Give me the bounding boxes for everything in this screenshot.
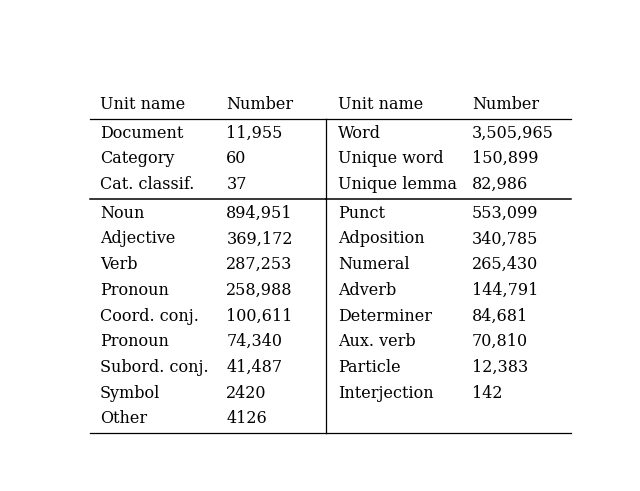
Text: 258,988: 258,988	[227, 282, 293, 299]
Text: Unit name: Unit name	[338, 96, 423, 113]
Text: 340,785: 340,785	[472, 230, 538, 247]
Text: Symbol: Symbol	[100, 384, 160, 402]
Text: 142: 142	[472, 384, 502, 402]
Text: 37: 37	[227, 176, 247, 193]
Text: Cat. classif.: Cat. classif.	[100, 176, 194, 193]
Text: Pronoun: Pronoun	[100, 333, 169, 350]
Text: Number: Number	[472, 96, 539, 113]
Text: Adverb: Adverb	[338, 282, 396, 299]
Text: 265,430: 265,430	[472, 256, 538, 273]
Text: Word: Word	[338, 125, 381, 141]
Text: Numeral: Numeral	[338, 256, 410, 273]
Text: 150,899: 150,899	[472, 150, 538, 167]
Text: 4126: 4126	[227, 410, 267, 427]
Text: Punct: Punct	[338, 205, 385, 221]
Text: Number: Number	[227, 96, 294, 113]
Text: Particle: Particle	[338, 359, 401, 376]
Text: Other: Other	[100, 410, 147, 427]
Text: Subord. conj.: Subord. conj.	[100, 359, 209, 376]
Text: Adjective: Adjective	[100, 230, 175, 247]
Text: Verb: Verb	[100, 256, 138, 273]
Text: 3,505,965: 3,505,965	[472, 125, 554, 141]
Text: Interjection: Interjection	[338, 384, 433, 402]
Text: 12,383: 12,383	[472, 359, 528, 376]
Text: 369,172: 369,172	[227, 230, 293, 247]
Text: Document: Document	[100, 125, 183, 141]
Text: Noun: Noun	[100, 205, 144, 221]
Text: 84,681: 84,681	[472, 307, 528, 325]
Text: 553,099: 553,099	[472, 205, 538, 221]
Text: 74,340: 74,340	[227, 333, 282, 350]
Text: 144,791: 144,791	[472, 282, 538, 299]
Text: 894,951: 894,951	[227, 205, 293, 221]
Text: Aux. verb: Aux. verb	[338, 333, 415, 350]
Text: Coord. conj.: Coord. conj.	[100, 307, 198, 325]
Text: Determiner: Determiner	[338, 307, 432, 325]
Text: Unique word: Unique word	[338, 150, 444, 167]
Text: 287,253: 287,253	[227, 256, 292, 273]
Text: Category: Category	[100, 150, 174, 167]
Text: 82,986: 82,986	[472, 176, 528, 193]
Text: 2420: 2420	[227, 384, 267, 402]
Text: Pronoun: Pronoun	[100, 282, 169, 299]
Text: Unit name: Unit name	[100, 96, 185, 113]
Text: 100,611: 100,611	[227, 307, 292, 325]
Text: 41,487: 41,487	[227, 359, 282, 376]
Text: 60: 60	[227, 150, 246, 167]
Text: 11,955: 11,955	[227, 125, 283, 141]
Text: Unique lemma: Unique lemma	[338, 176, 457, 193]
Text: Adposition: Adposition	[338, 230, 424, 247]
Text: 70,810: 70,810	[472, 333, 528, 350]
